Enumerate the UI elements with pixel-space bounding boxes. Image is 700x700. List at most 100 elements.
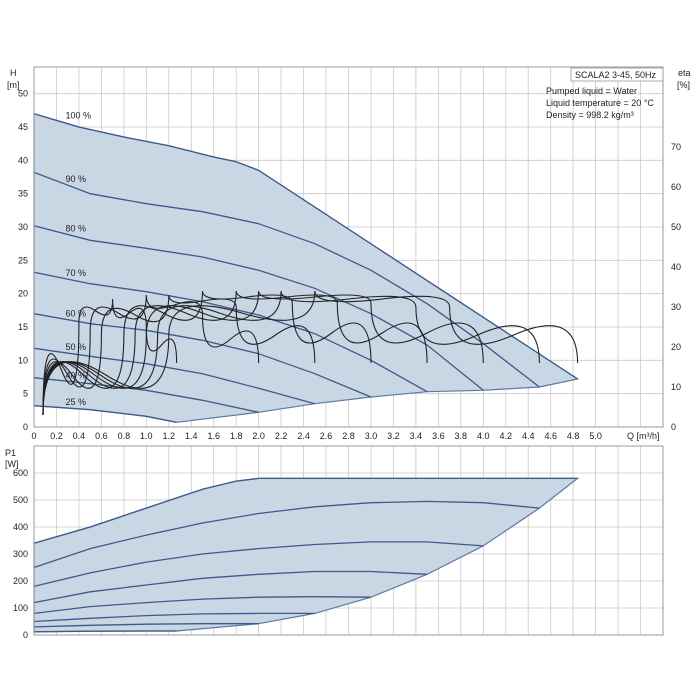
x-tick-label: 3.4: [410, 431, 423, 441]
head-speed-curves: [33, 113, 578, 423]
power-curve-2: [33, 500, 540, 569]
x-tick-label: 4.0: [477, 431, 490, 441]
speed-label-7: 40 %: [66, 370, 87, 380]
x-tick-label: 1.6: [207, 431, 220, 441]
x-tick-label: 3.2: [387, 431, 400, 441]
power-operating-area: [33, 477, 580, 633]
efficiency-curve-2: [42, 294, 260, 416]
y-tick-label: 20: [18, 289, 28, 299]
speed-label-1: 100 %: [66, 111, 92, 121]
eta-axis-label: eta: [678, 68, 691, 78]
power-curve-8: [33, 630, 177, 633]
y2-tick-label: 20: [671, 342, 681, 352]
power-curve-3: [33, 541, 484, 588]
y2-tick-label: 70: [671, 142, 681, 152]
head-axis-label: H: [10, 68, 17, 78]
x-tick-label: 0.8: [118, 431, 131, 441]
x-tick-label: 1.4: [185, 431, 198, 441]
power-axis-label: P1: [5, 448, 16, 458]
y-tick-label: 10: [18, 355, 28, 365]
flow-axis-label: Q [m³/h]: [627, 431, 660, 441]
y2-tick-label: 10: [671, 382, 681, 392]
power-curve-7: [33, 623, 259, 628]
chart-title-box: [570, 67, 664, 82]
y-tick-label: 15: [18, 322, 28, 332]
x-tick-label: 1.8: [230, 431, 243, 441]
x-tick-label: 2.2: [275, 431, 288, 441]
efficiency-curve-6: [42, 290, 484, 416]
efficiency-curve-4: [42, 290, 372, 416]
x-tick-label: 2.8: [342, 431, 355, 441]
y2-tick-label: 60: [671, 182, 681, 192]
x-tick-label: 3.0: [365, 431, 378, 441]
power-curve-4: [33, 570, 428, 604]
y-tick-label: 30: [18, 222, 28, 232]
power-tick-label: 300: [13, 549, 28, 559]
y2-tick-label: 50: [671, 222, 681, 232]
y-tick-label: 5: [23, 389, 28, 399]
speed-label-4: 70 %: [66, 268, 87, 278]
x-tick-label: 4.2: [500, 431, 513, 441]
y2-tick-label: 40: [671, 262, 681, 272]
power-tick-label: 0: [23, 630, 28, 640]
x-tick-label: 3.8: [455, 431, 468, 441]
x-tick-label: 0.2: [50, 431, 63, 441]
speed-label-3: 80 %: [66, 224, 87, 234]
power-curve-1: [33, 477, 578, 544]
flow-axis-ticks: 0 0.2 0.4 0.6 0.8 1.0 1.2 1.4 1.6 1.8 2.0 2.2 2.4 2.6…: [31, 431, 601, 441]
y-tick-label: 0: [23, 422, 28, 432]
x-tick-label: 0.4: [73, 431, 86, 441]
speed-labels: 100 % 90 % 80 % 70 % 60 % 50 % 40 % 25 %: [66, 111, 92, 407]
power-curve-6: [33, 612, 315, 623]
annotation-pumped-liquid: Pumped liquid = Water: [546, 86, 637, 96]
head-curve-4: [33, 271, 428, 393]
x-tick-label: 1.2: [163, 431, 176, 441]
y2-tick-label: 0: [671, 422, 676, 432]
eta-axis-unit: [%]: [677, 80, 690, 90]
x-tick-label: 4.8: [567, 431, 580, 441]
y2-tick-label: 30: [671, 302, 681, 312]
y-tick-label: 45: [18, 122, 28, 132]
head-axis-unit: [m]: [7, 80, 20, 90]
x-tick-label: 4.6: [544, 431, 557, 441]
head-axis-ticks: 0 5 10 15 20 25 30 35 40 45 50: [18, 89, 28, 432]
speed-label-2: 90 %: [66, 174, 87, 184]
power-axis-ticks: 0 100 200 300 400 500 600: [13, 468, 28, 640]
x-tick-label: 4.4: [522, 431, 535, 441]
annotation-liquid-temperature: Liquid temperature = 20 °C: [546, 98, 654, 108]
y-tick-label: 25: [18, 255, 28, 265]
x-tick-label: 0: [31, 431, 36, 441]
efficiency-curve-7: [42, 290, 540, 416]
speed-label-5: 60 %: [66, 309, 87, 319]
power-tick-label: 500: [13, 495, 28, 505]
head-curve-7: [33, 377, 259, 413]
x-tick-label: 0.6: [95, 431, 108, 441]
head-curve-6: [33, 347, 315, 405]
power-tick-label: 600: [13, 468, 28, 478]
speed-label-8: 25 %: [66, 397, 87, 407]
efficiency-curve-8: [42, 290, 579, 416]
head-chart-frame: [33, 66, 664, 428]
efficiency-curves: [42, 290, 579, 416]
y-tick-label: 35: [18, 189, 28, 199]
head-curve-8: [33, 405, 177, 423]
power-chart-frame: [33, 445, 664, 636]
efficiency-axis-ticks: 0 10 20 30 40 50 60 70: [671, 142, 681, 432]
x-tick-label: 2.4: [297, 431, 310, 441]
head-curve-3: [33, 225, 484, 391]
power-axis-unit: [W]: [5, 459, 19, 469]
x-tick-label: 2.0: [252, 431, 265, 441]
efficiency-curve-3: [42, 294, 316, 416]
power-tick-label: 200: [13, 576, 28, 586]
efficiency-curve-5: [42, 290, 428, 416]
head-curve-1: [33, 113, 578, 380]
chart-title: SCALA2 3-45, 50Hz: [575, 70, 657, 80]
power-speed-curves: [33, 477, 578, 633]
power-area-shape: [33, 477, 580, 633]
head-curve-2: [33, 171, 540, 388]
x-tick-label: 3.6: [432, 431, 445, 441]
annotation-density: Density = 998.2 kg/m³: [546, 110, 634, 120]
x-tick-label: 1.0: [140, 431, 153, 441]
x-tick-label: 2.6: [320, 431, 333, 441]
